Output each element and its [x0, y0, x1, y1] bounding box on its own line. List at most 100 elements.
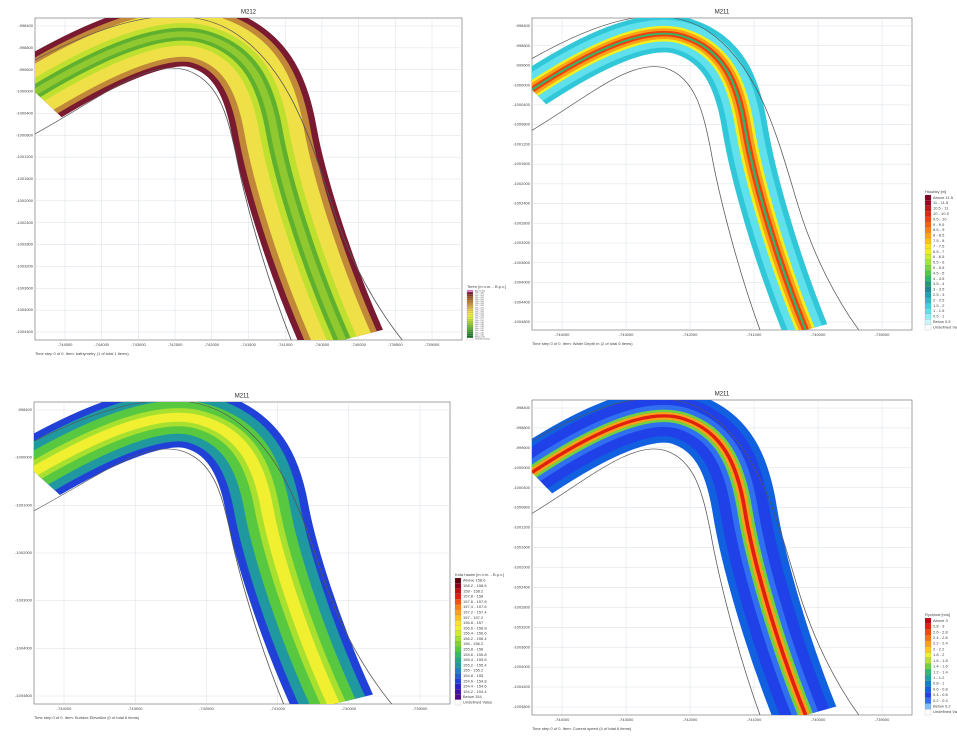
x-tick-label: -740000	[811, 717, 826, 722]
legend-swatch	[454, 636, 462, 642]
x-tick-label: -743000	[619, 332, 634, 337]
legend-swatch	[454, 630, 462, 637]
x-tick-label: -740000	[351, 342, 366, 347]
legend-swatch	[466, 298, 474, 301]
legend-swatch	[454, 583, 462, 589]
y-tick-label: -998400	[17, 407, 32, 412]
river-shape	[532, 400, 860, 715]
legend-swatch	[924, 669, 932, 676]
legend-label: 156.8 - 157	[463, 620, 484, 625]
y-tick-label: -1000800	[513, 122, 531, 127]
legend-swatch	[924, 652, 932, 659]
legend-label: 149 - 150	[475, 322, 485, 324]
y-tick-label: -1001600	[513, 161, 531, 166]
legend-swatch	[454, 651, 462, 658]
y-tick-label: -1004800	[513, 704, 531, 709]
x-tick-label: -741000	[278, 342, 293, 347]
legend-swatch	[924, 211, 932, 217]
legend-label: Undefined Value	[933, 324, 957, 329]
x-tick-label: -742000	[683, 717, 698, 722]
bank-line	[532, 18, 860, 330]
legend-swatch	[924, 697, 932, 704]
legend-label: 158 - 158.2	[463, 588, 484, 593]
x-tick-label: -741500	[241, 342, 256, 347]
legend-label: 157 - 157.2	[463, 615, 484, 620]
x-tick-label: -741000	[747, 717, 762, 722]
legend-swatch	[466, 327, 474, 330]
legend-label: Above 11.5	[933, 195, 954, 200]
legend-swatch	[454, 604, 462, 610]
legend-swatch	[466, 308, 474, 311]
legend-swatch	[924, 205, 932, 212]
legend-label: Above 3	[933, 618, 948, 623]
y-tick-label: -1002800	[16, 242, 34, 247]
y-tick-label: -1000000	[513, 465, 531, 470]
legend-swatch	[454, 609, 462, 616]
legend-label: 1.8 - 2	[933, 652, 945, 657]
x-tick-label: -741000	[747, 332, 762, 337]
legend-label: 150 - 151	[475, 320, 485, 322]
legend-swatch	[454, 620, 462, 626]
legend-label: 154.2 - 154.4	[463, 689, 487, 694]
legend-swatch	[924, 194, 932, 201]
x-tick-label: -739000	[413, 706, 428, 711]
river	[532, 400, 860, 715]
legend-label: 158.2 - 158.6	[463, 583, 487, 588]
x-tick-label: -744000	[57, 706, 72, 711]
map-panel: -998400 -998800 -999600 -1000000 -1000400 -10…	[513, 392, 957, 731]
legend-swatch	[454, 694, 462, 700]
y-tick-label: -1001000	[15, 502, 33, 507]
x-tick-label: -743000	[128, 706, 143, 711]
legend-label: 1.2 - 1.4	[933, 669, 948, 674]
y-tick-label: -1001600	[513, 545, 531, 550]
legend-swatch	[924, 680, 932, 687]
y-tick-label: -1004400	[513, 684, 531, 689]
y-tick-label: -1000000	[513, 82, 531, 87]
legend-label: 155.2 - 155.4	[463, 662, 487, 667]
panel-title: M211	[715, 392, 730, 398]
legend-label: 2.4 - 2.6	[933, 635, 948, 640]
legend-swatch	[924, 292, 932, 298]
legend-swatch	[466, 325, 474, 328]
y-tick-label: -1002800	[513, 220, 531, 225]
grid	[532, 18, 912, 330]
legend-label: 0.8 - 1	[933, 681, 945, 686]
y-tick-label: -1002400	[16, 220, 34, 225]
legend-label: 147 - 148	[475, 326, 485, 328]
y-tick-label: -1002400	[513, 584, 531, 589]
legend-label: Undefined Value	[933, 709, 957, 714]
legend-swatch	[924, 259, 932, 266]
legend-label: Below 0.2	[933, 704, 951, 709]
legend-label: 1.4 - 1.6	[933, 664, 948, 669]
legend-label: 157.6 - 157.8	[463, 599, 487, 604]
river	[532, 18, 860, 330]
river-shape	[34, 402, 393, 704]
y-tick-label: -1000000	[15, 455, 33, 460]
legend-swatch	[466, 333, 474, 336]
panel-footer: Time step 0 of 0. Item: bathymetry (1 of…	[35, 351, 129, 356]
y-tick-label: -998400	[515, 405, 530, 410]
legend-label: 154 - 155	[475, 311, 485, 313]
legend-label: 157.8 - 158	[463, 594, 484, 599]
y-tick-label: -1002800	[513, 604, 531, 609]
legend-swatch	[924, 243, 932, 250]
map-panel: -998400 -998800 -999600 -1000000 -1000400 -10…	[513, 10, 957, 346]
y-tick-label: -1003600	[513, 644, 531, 649]
bank-line	[35, 18, 403, 340]
legend-swatch	[454, 689, 462, 695]
legend-title: Kóta hladin [m n.m. - B.p.v.]	[455, 572, 504, 577]
legend-swatch	[924, 703, 932, 710]
legend-label: 154.6 - 154.8	[463, 678, 487, 683]
x-tick-label: -739000	[875, 717, 890, 722]
legend-label: 6 - 6.5	[933, 254, 945, 259]
legend-label: 155 - 156	[475, 309, 485, 311]
legend-label: 4 - 4.5	[933, 276, 945, 281]
legend-label: 1.5 - 2	[933, 303, 945, 308]
y-tick-label: -999600	[18, 67, 33, 72]
legend: Hloubky [m]Above 11.511 - 11.510.5 - 111…	[924, 189, 957, 331]
legend-label: 161 - 162	[475, 297, 485, 299]
legend-label: 7 - 7.5	[933, 243, 945, 248]
x-tick-label: -742000	[683, 332, 698, 337]
legend-swatch	[924, 313, 932, 320]
x-tick-label: -740000	[811, 332, 826, 337]
